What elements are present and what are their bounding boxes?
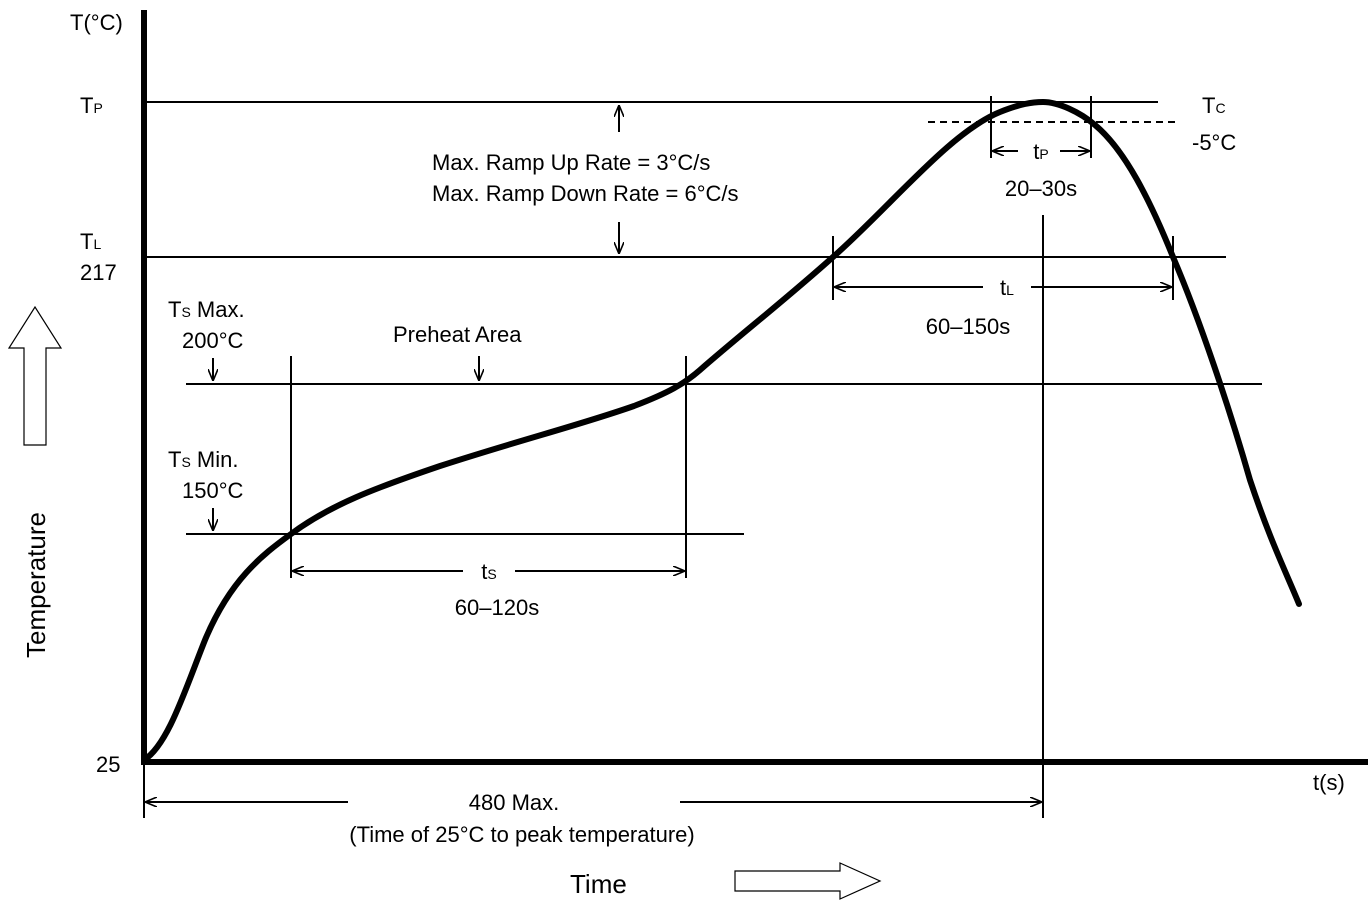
tl-label: TL [80,229,101,254]
tc-label: TC [1202,93,1226,118]
total-time-label: 480 Max. [469,790,560,815]
x-axis-unit: t(s) [1313,770,1345,795]
ramp-up-text: Max. Ramp Up Rate = 3°C/s [432,150,710,175]
tc-value: -5°C [1192,130,1236,155]
y-axis-title: T(°C) [70,10,123,35]
ts-min-label: TS Min. [168,447,238,472]
origin-label: 25 [96,752,120,777]
tl-value: 217 [80,260,117,285]
temperature-up-arrow-icon [7,305,63,446]
ts-min-value: 150°C [182,478,244,503]
time-caption: Time [570,869,627,899]
tp-time-value: 20–30s [1005,176,1077,201]
total-time-note: (Time of 25°C to peak temperature) [349,822,694,847]
ts-max-label: TS Max. [168,297,245,322]
tp-label: TP [80,93,103,118]
tl-time-label: tL [1000,275,1014,300]
ts-max-value: 200°C [182,328,244,353]
reflow-curve [141,99,1302,763]
tl-time-value: 60–150s [926,314,1010,339]
temperature-caption: Temperature [21,512,51,658]
time-right-arrow-icon [734,862,882,900]
ts-label: tS [481,559,496,584]
preheat-text: Preheat Area [393,322,522,347]
ramp-down-text: Max. Ramp Down Rate = 6°C/s [432,181,739,206]
ts-value: 60–120s [455,595,539,620]
tp-time-label: tP [1033,139,1048,164]
